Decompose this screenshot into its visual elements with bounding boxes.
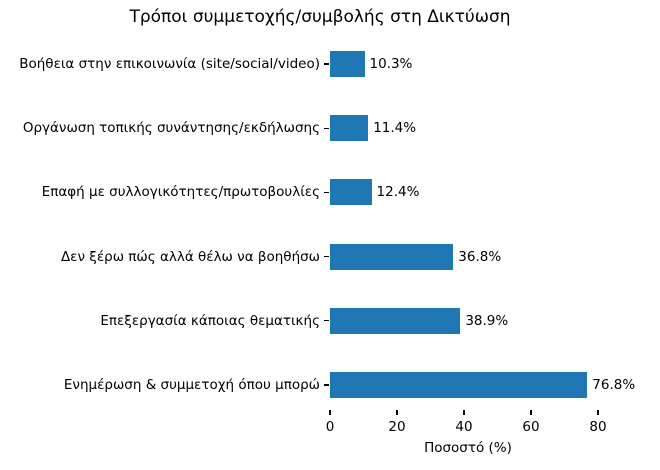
category-label: Επαφή με συλλογικότητες/πρωτοβουλίες — [41, 184, 320, 201]
x-tick-mark — [329, 410, 331, 415]
bar — [330, 115, 369, 142]
category-label: Οργάνωση τοπικής συνάντησης/εκδήλωσης — [22, 120, 320, 137]
y-tick-mark — [324, 127, 329, 129]
x-tick-mark — [396, 410, 398, 415]
bar-value-label: 36.8% — [458, 248, 502, 265]
bar — [330, 243, 454, 270]
bar — [330, 51, 365, 77]
bar — [330, 179, 372, 206]
x-tick-label: 20 — [388, 419, 406, 435]
category-label: Βοήθεια στην επικοινωνία (site/social/vi… — [19, 56, 320, 72]
bar-value-label: 12.4% — [376, 184, 420, 201]
x-tick-mark — [530, 410, 532, 415]
y-tick-mark — [324, 384, 329, 386]
bar — [330, 307, 461, 334]
bar-value-label: 11.4% — [373, 120, 417, 137]
y-tick-mark — [324, 255, 329, 258]
y-tick-mark — [324, 191, 329, 194]
category-label: Επεξεργασία κάποιας θεματικής — [100, 312, 320, 329]
y-tick-mark — [324, 320, 329, 322]
bar-value-label: 38.9% — [465, 312, 509, 329]
x-tick-label: 60 — [522, 419, 540, 435]
x-tick-label: 80 — [589, 419, 607, 435]
category-label: Δεν ξέρω πώς αλλά θέλω να βοηθήσω — [60, 248, 320, 265]
bar-value-label: 76.8% — [592, 377, 636, 393]
x-tick-mark — [597, 410, 599, 415]
x-tick-label: 40 — [455, 419, 473, 435]
chart-title: Τρόποι συμμετοχής/συμβολής στη Δικτύωση — [129, 7, 511, 27]
bar-value-label: 10.3% — [369, 56, 413, 72]
x-axis-label: Ποσοστό (%) — [424, 440, 512, 456]
category-label: Ενημέρωση & συμμετοχή όπου μπορώ — [63, 377, 320, 393]
x-tick-label: 0 — [325, 419, 335, 435]
x-tick-mark — [463, 410, 465, 415]
bar — [330, 372, 588, 398]
y-tick-mark — [324, 63, 329, 65]
